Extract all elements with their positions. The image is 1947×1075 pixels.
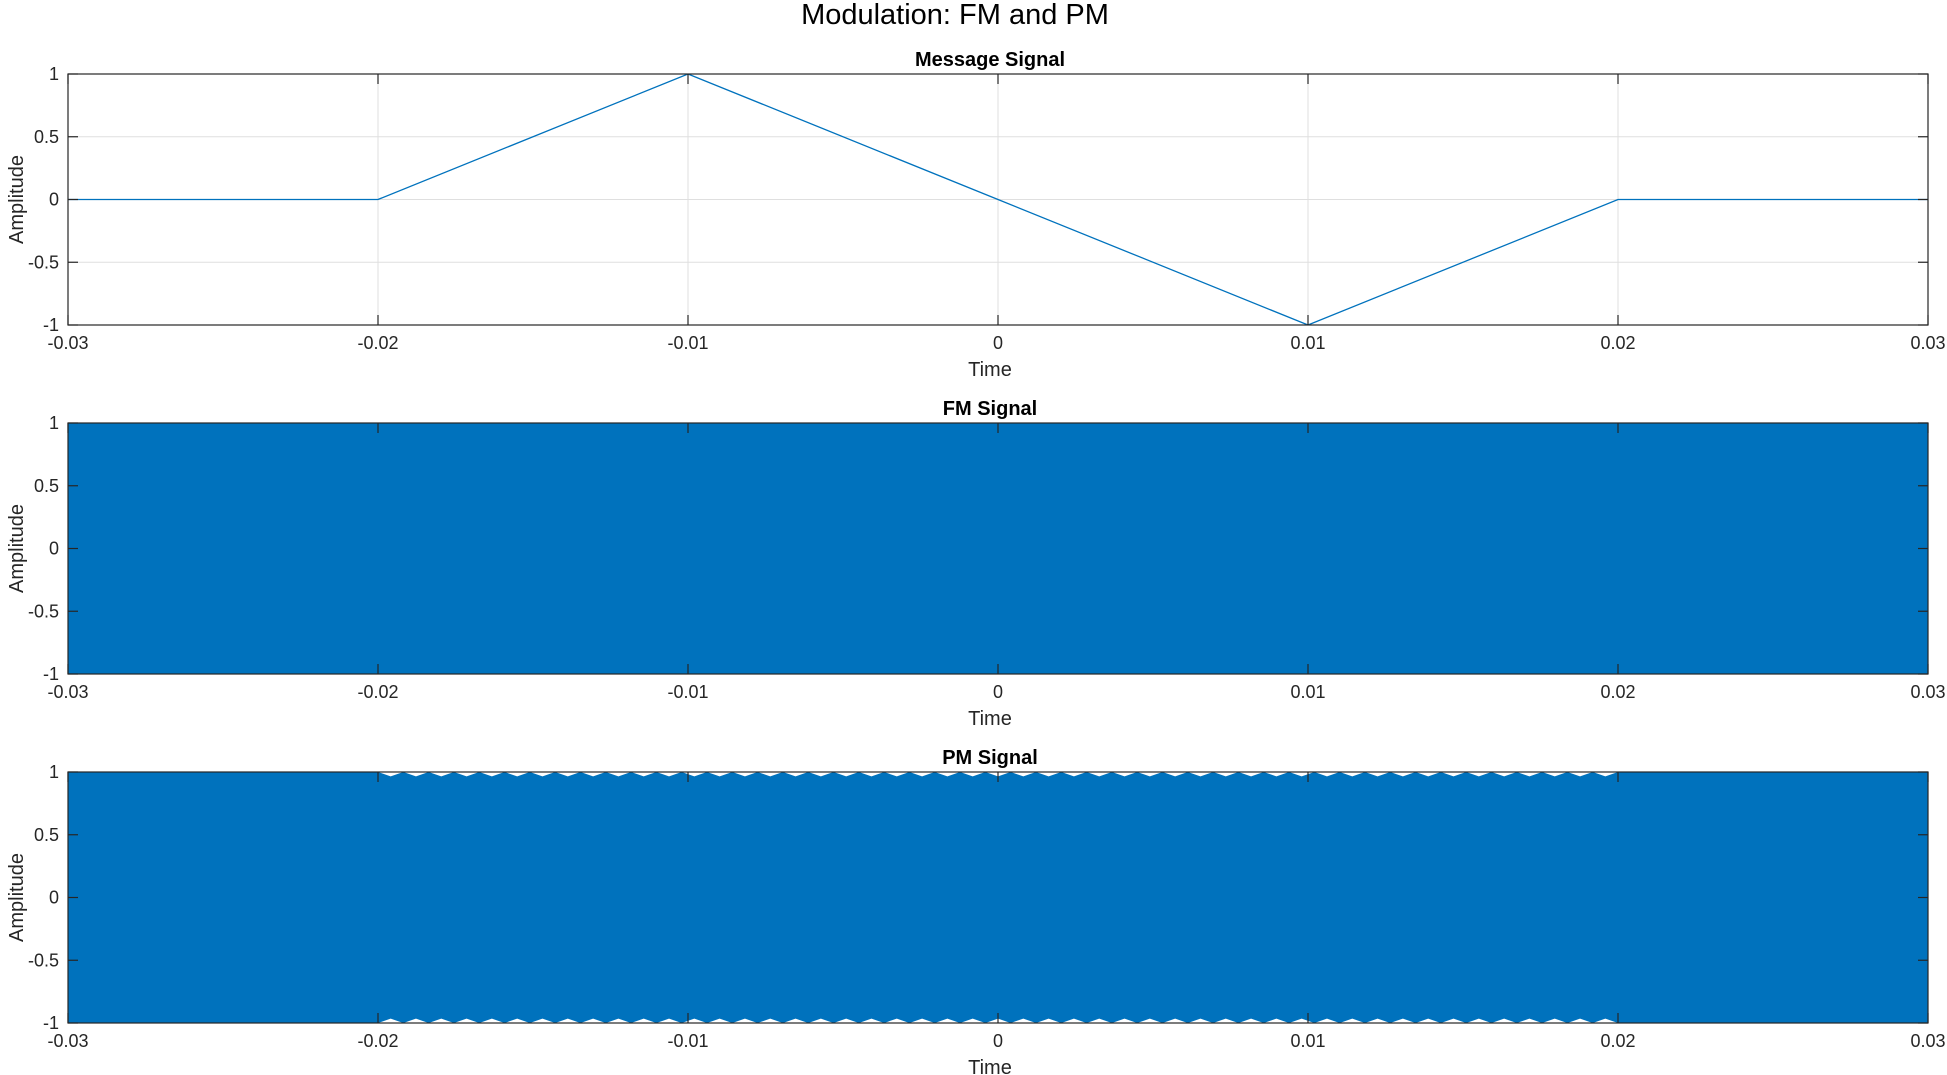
y-tick-label: -1 [43,315,59,335]
y-tick-label: 0 [49,190,59,210]
x-tick-label: 0.01 [1290,333,1325,353]
x-tick-label: 0.03 [1910,1031,1945,1051]
figure-title: Modulation: FM and PM [801,0,1109,31]
plot-area [68,423,1928,674]
x-tick-label: -0.02 [357,1031,398,1051]
y-tick-label: 0.5 [34,476,59,496]
y-tick-label: -0.5 [28,252,59,272]
subplot-title: Message Signal [915,49,1065,71]
y-tick-label: -0.5 [28,601,59,621]
x-tick-label: 0 [993,682,1003,702]
subplot-title: FM Signal [943,398,1037,420]
x-tick-label: -0.02 [357,682,398,702]
x-tick-label: -0.03 [47,1031,88,1051]
x-tick-label: -0.02 [357,333,398,353]
y-axis-label: Amplitude [6,853,28,942]
subplot-3: -0.03 -0.02 -0.01 0 0.01 0.02 0.03 -1 -0.5 0 0.5 1 P… [6,747,1946,1075]
y-axis-label: Amplitude [6,504,28,593]
y-tick-label: 0.5 [34,127,59,147]
subplots: -0.03 -0.02 -0.01 0 0.01 0.02 0.03 -1 -0.5 0 0.5 1 M… [6,49,1946,1075]
x-tick-label: 0.01 [1290,682,1325,702]
x-tick-label: 0 [993,333,1003,353]
plot-area [68,772,1928,1023]
x-axis-label: Time [968,359,1012,381]
x-tick-label: 0.01 [1290,1031,1325,1051]
x-tick-label: 0.03 [1910,682,1945,702]
y-axis-label: Amplitude [6,155,28,244]
x-axis-label: Time [968,1057,1012,1075]
y-tick-label: -0.5 [28,950,59,970]
signal-band [68,423,1928,674]
x-tick-label: 0.02 [1600,682,1635,702]
y-tick-label: 1 [49,64,59,84]
x-tick-label: 0 [993,1031,1003,1051]
x-tick-label: 0.02 [1600,1031,1635,1051]
y-tick-label: -1 [43,1013,59,1033]
x-tick-label: -0.01 [667,1031,708,1051]
x-tick-label: -0.03 [47,682,88,702]
y-tick-label: 0.5 [34,825,59,845]
y-tick-label: 1 [49,413,59,433]
x-axis-label: Time [968,708,1012,730]
subplot-2: -0.03 -0.02 -0.01 0 0.01 0.02 0.03 -1 -0.5 0 0.5 1 F… [6,398,1946,730]
y-tick-label: -1 [43,664,59,684]
y-tick-label: 0 [49,539,59,559]
x-tick-label: 0.03 [1910,333,1945,353]
y-tick-label: 0 [49,888,59,908]
x-tick-label: -0.01 [667,682,708,702]
x-tick-label: -0.01 [667,333,708,353]
x-tick-label: -0.03 [47,333,88,353]
x-tick-label: 0.02 [1600,333,1635,353]
subplot-title: PM Signal [942,747,1038,769]
subplot-1: -0.03 -0.02 -0.01 0 0.01 0.02 0.03 -1 -0.5 0 0.5 1 M… [6,49,1946,381]
y-tick-label: 1 [49,762,59,782]
signal-band [68,772,1928,1023]
